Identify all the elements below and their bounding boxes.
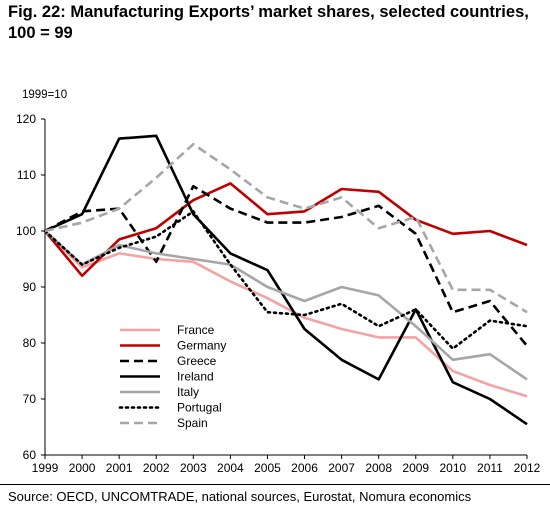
series-line-france (44, 230, 528, 398)
legend-label-greece: Greece (177, 354, 217, 368)
legend-label-italy: Italy (177, 385, 199, 399)
y-tick-label: 70 (23, 392, 37, 406)
legend-label-ireland: Ireland (177, 370, 214, 384)
y-tick-label: 60 (23, 448, 37, 462)
x-tick-label: 2003 (180, 461, 207, 475)
axes: 60 70 80 90 100 110 120 1999 2000 2001 2002 2003 200… (16, 112, 541, 475)
x-tick-label: 2000 (69, 461, 96, 475)
x-tick-label: 1999 (32, 461, 59, 475)
x-tick-label: 2011 (477, 461, 503, 475)
y-tick-label: 120 (16, 112, 36, 126)
x-tick-label: 2004 (217, 461, 244, 475)
y-axis-label: 1999=10 (22, 89, 67, 101)
series-line-germany (43, 182, 528, 278)
x-tick-label: 2002 (143, 461, 170, 475)
x-tick-label: 2006 (291, 461, 318, 475)
source-divider (0, 484, 550, 485)
legend-label-spain: Spain (177, 416, 208, 430)
y-tick-label: 110 (17, 168, 36, 182)
y-tick-label: 90 (23, 280, 37, 294)
x-tick-label: 2005 (254, 461, 281, 475)
y-tick-label: 80 (23, 336, 37, 350)
x-tick-label: 2007 (328, 461, 355, 475)
legend-label-germany: Germany (177, 339, 226, 353)
legend-label-france: France (177, 323, 215, 337)
series-layer (43, 134, 529, 426)
legend-label-portugal: Portugal (177, 401, 222, 415)
chart-title: Fig. 22: Manufacturing Exports’ market s… (8, 3, 529, 42)
x-tick-label: 2012 (514, 461, 541, 475)
x-tick-label: 2010 (439, 461, 466, 475)
series-line-ireland (44, 134, 528, 426)
series-line-spain (44, 142, 528, 314)
y-tick-label: 100 (16, 224, 36, 238)
x-tick-label: 2001 (106, 461, 133, 475)
x-tick-label: 2009 (402, 461, 429, 475)
source-note: Source: OECD, UNCOMTRADE, national sourc… (8, 489, 472, 504)
x-tick-label: 2008 (365, 461, 392, 475)
series-line-greece (44, 184, 529, 347)
series-line-portugal (43, 210, 529, 350)
